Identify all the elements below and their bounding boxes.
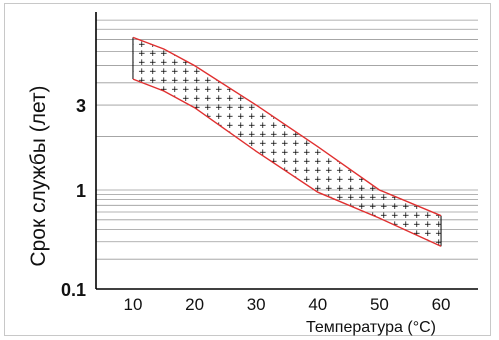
lower-bound-line xyxy=(132,78,442,247)
upper-bound-line xyxy=(132,36,442,217)
x-tick-label: 60 xyxy=(432,295,451,314)
x-axis-label: Температура (°С) xyxy=(306,319,436,336)
x-tick-label: 30 xyxy=(247,295,266,314)
y-axis-label: Срок службы (лет) xyxy=(27,85,50,266)
x-tick-label: 40 xyxy=(308,295,327,314)
y-tick-label: 3 xyxy=(76,96,86,116)
bound-lines xyxy=(132,36,442,247)
band-area xyxy=(132,37,442,247)
x-tick-label: 20 xyxy=(185,295,204,314)
x-tick-label: 50 xyxy=(370,295,389,314)
axes xyxy=(95,12,478,290)
y-tick-label: 0.1 xyxy=(61,280,86,300)
y-tick-labels: 0.1 1 3 xyxy=(61,96,86,300)
y-tick-label: 1 xyxy=(76,181,86,201)
x-tick-label: 10 xyxy=(124,295,143,314)
x-tick-labels: 10 20 30 40 50 60 xyxy=(124,295,451,314)
band-fill xyxy=(133,37,441,247)
